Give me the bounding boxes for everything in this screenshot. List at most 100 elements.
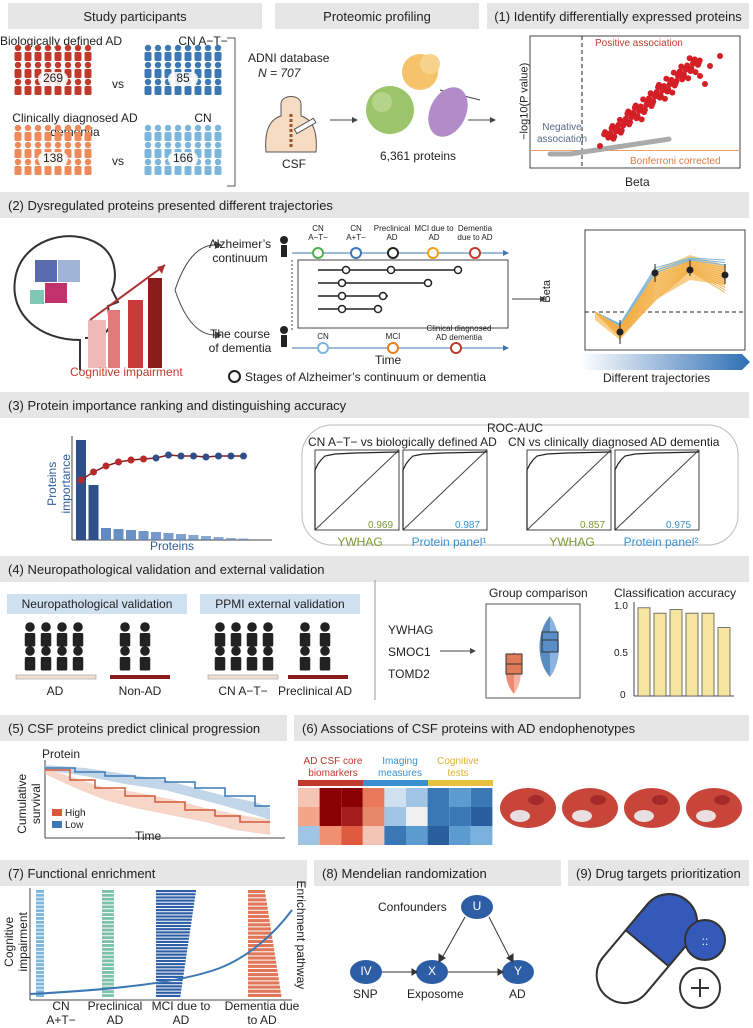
mr-conf: Confounders [378, 900, 447, 914]
mr-y: Y [513, 964, 522, 978]
stage-dem: Dementia due to AD [457, 224, 493, 243]
enrich-x3: MCI due to AD [151, 999, 211, 1027]
vs-1: vs [112, 77, 124, 91]
head-cognition-icon [13, 235, 166, 370]
dstage-clin: Clinical diagnosed AD dementia [426, 324, 492, 343]
roc-frame [301, 424, 739, 546]
header-study: Study participants [8, 3, 262, 29]
roc-title: ROC-AUC [487, 421, 543, 435]
volcano-xlabel: Beta [625, 175, 650, 189]
endo-cog: Cognitive tests [437, 756, 479, 779]
arrows-row1 [330, 117, 496, 123]
drug-capsule-icon: :: [595, 893, 726, 1009]
trajectory-plot [580, 229, 750, 370]
mr-expo: Exposome [407, 987, 464, 1001]
mr-x: X [427, 964, 436, 978]
val-arrow [440, 648, 476, 654]
endo-img: Imaging measures [378, 756, 422, 779]
survival-plot [44, 760, 285, 839]
classif-bar [701, 612, 715, 697]
dstage-mci: MCI [385, 332, 401, 341]
roc2-title: CN vs clinically diagnosed AD dementia [508, 435, 720, 449]
arrow-to-traj [512, 296, 546, 302]
mr-diagram [350, 895, 534, 984]
classif-tick-0: 0 [620, 690, 626, 701]
bio-ad-count: 269 [38, 71, 68, 86]
classif-bar [653, 612, 667, 697]
surv-title: Protein [42, 747, 81, 761]
surv-low-swatch [52, 821, 62, 828]
val-nonad: Non-AD [118, 684, 162, 698]
roc-curves [314, 449, 700, 531]
header-proteomic: Proteomic profiling [275, 3, 479, 29]
timeline [280, 236, 509, 354]
roc-lab-1: YWHAG [337, 535, 383, 549]
branch-arrows [174, 241, 222, 339]
header-s8: (8) Mendelian randomization [314, 860, 561, 886]
val-divider [374, 580, 376, 700]
auc-2: 0.987 [455, 520, 481, 531]
brain-images [500, 788, 742, 828]
bio-ad-label: Biologically defined AD [0, 34, 123, 48]
stage-cn-atp: CN A+T− [346, 224, 366, 243]
enrich-x2: Preclinical AD [87, 999, 143, 1027]
val-protein-2: SMOC1 [388, 645, 431, 659]
surv-legend-high: High [52, 808, 86, 820]
stage-legend-icon [228, 370, 241, 383]
classification-chart [633, 602, 734, 697]
enrich-ylabel: Cognitive impairment [2, 912, 30, 972]
surv-low-label: Low [65, 820, 84, 831]
header-s9: (9) Drug targets prioritization [568, 860, 749, 886]
clin-count: 138 [38, 151, 68, 166]
classif-bar [685, 612, 699, 697]
svg-text:::: :: [702, 934, 709, 948]
auc-4: 0.975 [666, 520, 692, 531]
header-s5: (5) CSF proteins predict clinical progre… [0, 715, 287, 741]
header-s7: (7) Functional enrichment [0, 860, 307, 886]
mr-u: U [472, 899, 482, 913]
val-cn: CN A−T− [218, 684, 268, 698]
classif-bar [669, 609, 683, 697]
ppmi-title: PPMI external validation [200, 594, 360, 614]
importance-xlabel: Proteins [150, 539, 195, 553]
surv-ylabel: Cumulative survival [15, 773, 43, 834]
people-groups [14, 44, 222, 175]
header-s4: (4) Neuropathological validation and ext… [0, 556, 749, 582]
stage-cn-atm: CN A−T− [308, 224, 328, 243]
bracket [227, 37, 236, 187]
enrichment-plot [29, 888, 293, 1001]
stage-precl: Preclinical AD [373, 224, 411, 243]
val-precl: Preclinical AD [277, 684, 353, 698]
classif-tick-05: 0.5 [614, 648, 628, 659]
roc1-title: CN A−T− vs biologically defined AD [308, 435, 497, 449]
mr-ad: AD [509, 987, 526, 1001]
val-protein-3: TOMD2 [388, 667, 430, 681]
group-comp-title: Group comparison [489, 586, 588, 600]
surv-legend-low: Low [52, 820, 86, 832]
surv-legend: High Low [52, 808, 86, 832]
enrich-x4: Dementia due to AD [224, 999, 300, 1027]
endo-heatmap [298, 780, 493, 845]
mr-snp: SNP [353, 987, 378, 1001]
roc-lab-3: YWHAG [549, 535, 595, 549]
course-dementia: The course of dementia [208, 327, 272, 355]
protein-blobs [366, 54, 481, 137]
cn-count: 85 [168, 71, 198, 86]
adni-n: N = 707 [258, 66, 301, 80]
traj-beta: Beta [541, 280, 553, 303]
val-ad: AD [46, 684, 64, 698]
enrich-x1: CN A+T− [46, 999, 76, 1027]
val-protein-1: YWHAG [388, 623, 434, 637]
time-label: Time [375, 353, 402, 367]
alz-continuum: Alzheimer’s continuum [208, 237, 272, 265]
roc-lab-2: Protein panel¹ [411, 535, 487, 549]
header-s3: (3) Protein importance ranking and disti… [0, 392, 749, 418]
neuro-title: Neuropathological validation [7, 594, 187, 614]
roc-lab-4: Protein panel² [623, 535, 699, 549]
importance-chart [71, 436, 272, 541]
surv-high-label: High [65, 808, 86, 819]
surv-time: Time [135, 829, 162, 843]
protein-count: 6,361 proteins [380, 149, 457, 163]
adni-db: ADNI database [248, 51, 330, 65]
dstage-cn: CN [317, 332, 329, 341]
